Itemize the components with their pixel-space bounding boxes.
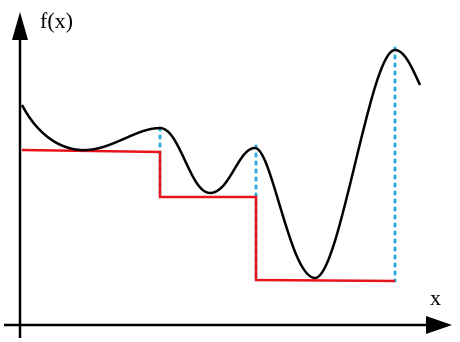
step-function xyxy=(21,148,396,283)
function-curve xyxy=(20,48,422,280)
x-axis-label: x xyxy=(430,285,441,310)
y-axis-arrow xyxy=(12,12,28,40)
x-axis-arrow xyxy=(426,316,452,334)
y-axis-label: f(x) xyxy=(40,8,73,33)
